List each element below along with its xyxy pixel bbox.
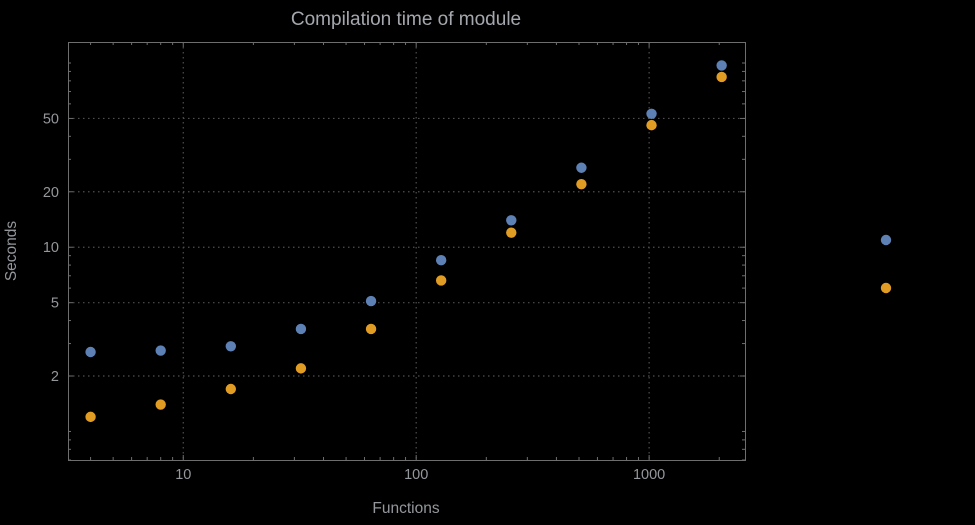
- data-point-blue-series: [295, 323, 307, 335]
- y-tick-label: 20: [43, 185, 59, 201]
- data-point-orange-series: [506, 227, 517, 238]
- chart-title: Compilation time of module: [291, 9, 521, 30]
- data-point-blue-series: [435, 255, 447, 266]
- data-point-blue-series: [225, 341, 237, 352]
- y-tick-label: 50: [43, 111, 59, 127]
- x-axis-label: Functions: [372, 500, 439, 517]
- data-point-blue-series: [646, 108, 657, 119]
- legend-marker: [880, 234, 892, 246]
- data-point-blue-series: [716, 60, 727, 71]
- data-points: [85, 60, 727, 423]
- y-tick-label: 5: [51, 296, 59, 312]
- data-point-orange-series: [85, 411, 96, 423]
- data-point-blue-series: [365, 295, 377, 307]
- data-point-blue-series: [85, 346, 96, 358]
- data-point-blue-series: [155, 345, 166, 356]
- x-tick-label: 10: [175, 467, 191, 483]
- y-tick-label: 2: [51, 369, 59, 385]
- data-point-orange-series: [646, 119, 657, 131]
- y-axis-label: Seconds: [3, 221, 20, 282]
- x-tick-label: 1000: [633, 467, 665, 483]
- x-tick-label: 100: [404, 467, 428, 483]
- data-point-blue-series: [576, 162, 587, 173]
- data-point-blue-series: [506, 215, 517, 226]
- data-point-orange-series: [365, 323, 377, 335]
- legend-marker: [880, 282, 892, 294]
- data-point-orange-series: [225, 383, 237, 395]
- data-point-orange-series: [716, 71, 727, 83]
- data-point-orange-series: [576, 178, 587, 190]
- data-point-orange-series: [295, 363, 307, 374]
- y-tick-label: 10: [43, 240, 59, 256]
- gridlines: [68, 42, 745, 460]
- axis-ticks: 10 100 1000 2 5 10 20 50: [43, 42, 745, 483]
- plot-frame: [68, 42, 746, 461]
- legend: [880, 234, 892, 294]
- data-point-orange-series: [435, 275, 447, 286]
- data-point-orange-series: [155, 399, 166, 410]
